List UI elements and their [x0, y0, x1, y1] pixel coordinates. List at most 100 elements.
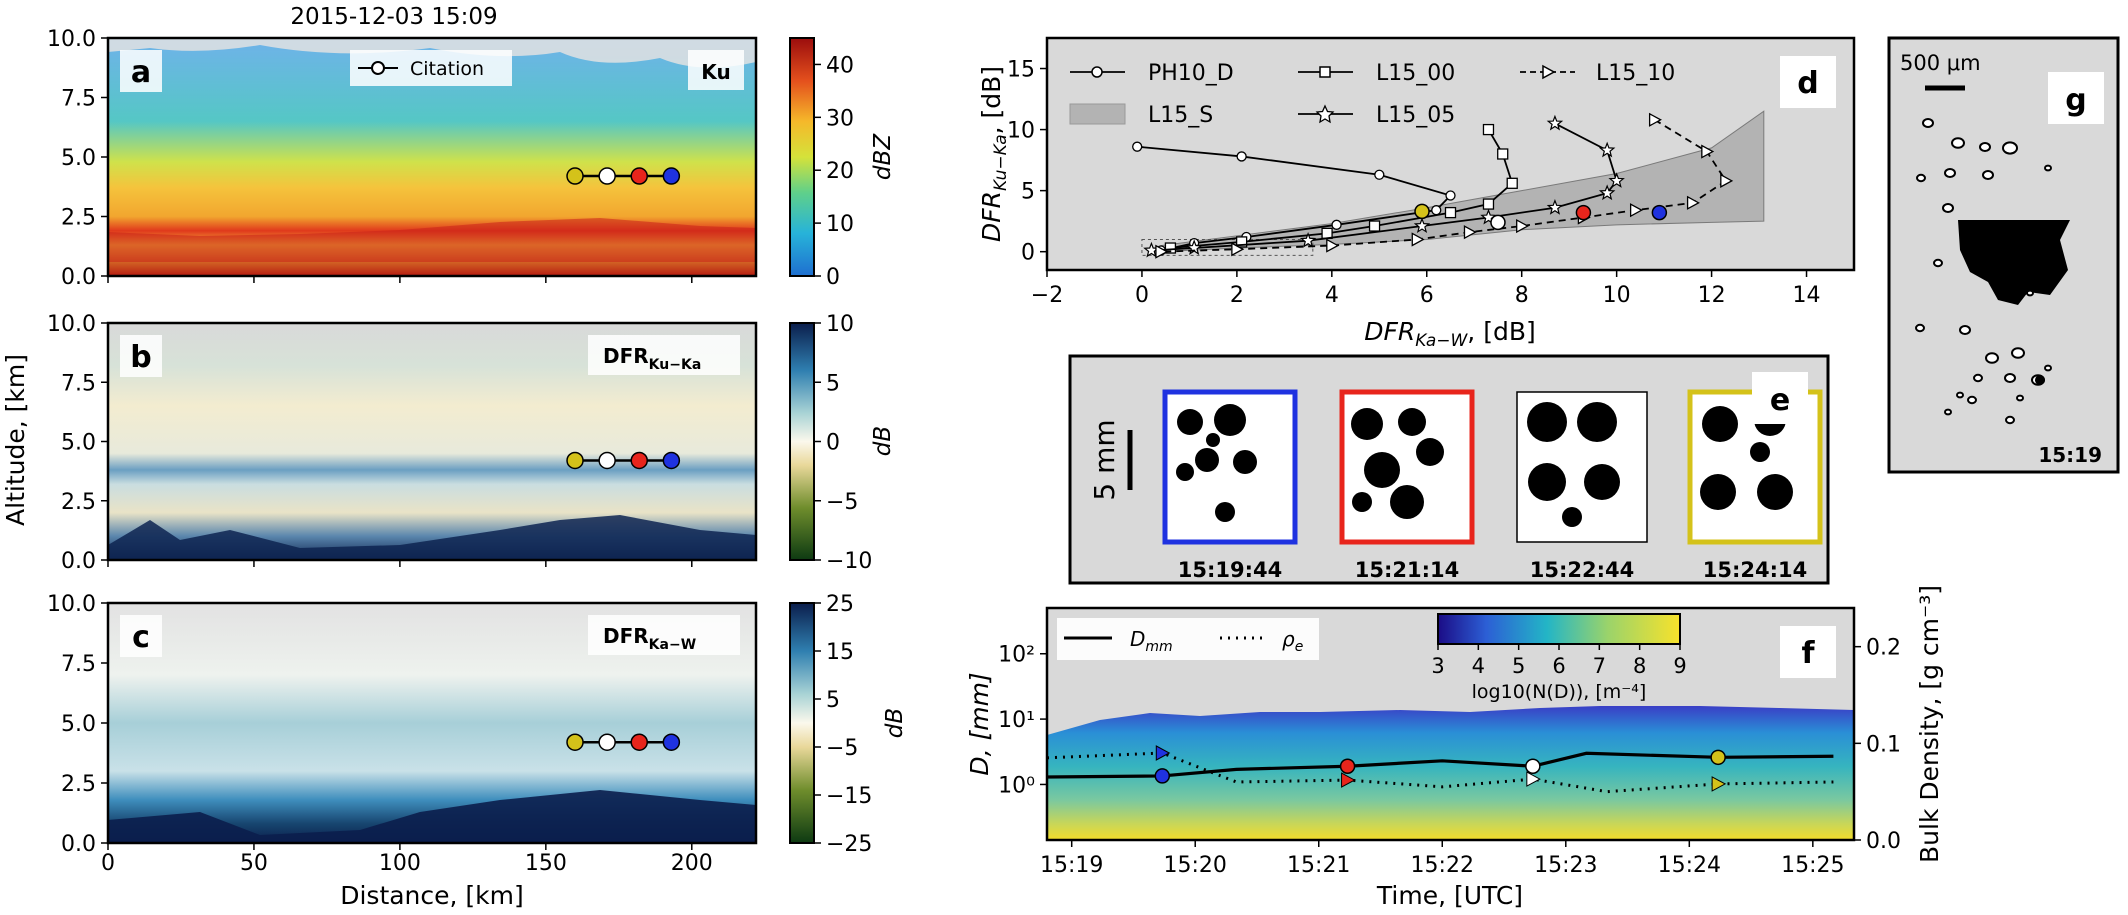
- particle-blob: [1214, 404, 1246, 436]
- xtick-label: −2: [1031, 283, 1063, 308]
- legend-l1500-marker: [1319, 66, 1331, 78]
- small-particle: [1979, 142, 1991, 152]
- small-particle: [1973, 373, 1983, 383]
- ytick-label: 0.0: [61, 549, 96, 574]
- series-point-l15_05: [1413, 217, 1431, 234]
- series-line-dmm: [1046, 751, 1834, 779]
- colorbar-tick-label: 5: [1512, 654, 1525, 678]
- y2tick-label: 0.0: [1866, 829, 1901, 854]
- figure-title: 2015-12-03 15:09: [290, 4, 497, 30]
- panel-a-label: Ku: [701, 60, 730, 84]
- legend-ph10d-marker: [1091, 66, 1103, 78]
- panel-a: a Citation Ku 0.0 2.5 5.0 7.5 10.0 0 10 20 30 40…: [47, 27, 896, 290]
- panel-d-frame: [1045, 36, 1856, 272]
- panel-a-legend-label: Citation: [410, 58, 484, 80]
- particle-image-time: 15:22:44: [1530, 558, 1634, 582]
- panel-b-label: DFRKu−Ka: [603, 344, 701, 373]
- particle-blob: [1176, 463, 1194, 481]
- small-particle: [1933, 258, 1943, 268]
- small-particle: [1959, 325, 1971, 335]
- series-point-ph10_d: [1331, 219, 1342, 230]
- xtick-label: 15:24: [1658, 853, 1721, 878]
- series-point-l15_05: [1299, 232, 1317, 248]
- colorbar-tick-label: 5: [826, 371, 840, 396]
- series-point-l15_10: [1463, 225, 1477, 240]
- colorbar-c-ticks: 25 15 5 −5 −15 −25: [814, 592, 872, 857]
- y2tick-label: 0.2: [1866, 636, 1901, 661]
- series-point-l15_05: [1546, 199, 1564, 215]
- panel-d: −2 0 2 4 6 8 10 12 14 0 5 10 15 PH10_D L15_00 L15_1…: [977, 36, 1856, 351]
- panel-c-label: DFRKa−W: [603, 624, 696, 653]
- panel-d-ylabel: DFRKu−Ka, [dB]: [977, 66, 1011, 242]
- marker-rho-yellow: [1711, 776, 1727, 792]
- series-point-ph10_d: [1374, 169, 1385, 180]
- marker-yellow: [1414, 203, 1430, 220]
- xtick-label: 200: [671, 851, 713, 876]
- colorbar-tick-label: 8: [1633, 654, 1646, 678]
- series-point-l15_10: [1720, 173, 1734, 188]
- colorbar-tick-label: 0: [826, 431, 840, 456]
- particle-blob: [1527, 402, 1567, 442]
- panel-abc-xlabel: Distance, [km]: [340, 881, 524, 910]
- legend-l15s-label: L15_S: [1148, 103, 1213, 128]
- colorbar-tick-label: 20: [826, 159, 854, 184]
- xtick-label: 15:23: [1534, 853, 1597, 878]
- panel-e: 5 mm 15:19:44 15:21:14 15:22:44 15:24:14 e: [1068, 354, 1830, 585]
- xtick-label: 15:22: [1411, 853, 1474, 878]
- series-point-l15_10: [1648, 112, 1662, 127]
- series-point-l15_10: [1701, 144, 1715, 159]
- panel-g: 500 μm g 15:19: [1887, 36, 2120, 474]
- panel-a-label-box: [688, 50, 744, 90]
- panel-c-letter-box: [120, 615, 162, 657]
- ytick-label: 5.0: [61, 431, 96, 456]
- colorbar-tick-label: −5: [826, 490, 858, 515]
- series-point-l15_00: [1444, 206, 1457, 219]
- colorbar-tick-label: 6: [1552, 654, 1565, 678]
- panel-e-images: 15:19:44 15:21:14 15:22:44 15:24:14: [1162, 389, 1823, 582]
- particle-blob: [1577, 402, 1617, 442]
- colorbar-tick-label: 7: [1593, 654, 1606, 678]
- panel-b-label-sub: Ku−Ka: [649, 357, 702, 373]
- shaded-l15s: [1160, 110, 1765, 253]
- citation-marker-red: [630, 167, 648, 185]
- series-point-l15_05: [1598, 141, 1616, 158]
- colorbar-tick-label: 10: [826, 212, 854, 237]
- colorbar-b-ticks: 10 5 0 −5 −10: [814, 312, 872, 574]
- panel-d-ylabel-unit: , [dB]: [977, 66, 1006, 134]
- marker-rho-blue: [1155, 745, 1171, 761]
- marker-rho-red: [1341, 772, 1356, 788]
- panel-f-frame: [1045, 606, 1856, 842]
- marker-dmm-red: [1339, 758, 1356, 774]
- ytick-label: 7.5: [61, 87, 96, 112]
- small-particle: [2016, 394, 2024, 402]
- xtick-label: 12: [1698, 283, 1726, 308]
- panel-f-yticks: 10⁰ 10¹ 10²: [998, 643, 1047, 798]
- legend-l1510-marker: [1542, 64, 1556, 80]
- panel-b-dark-base: [108, 515, 756, 560]
- citation-marker-red: [630, 451, 648, 470]
- citation-marker-red: [630, 733, 648, 751]
- marker-white: [1490, 214, 1506, 231]
- ytick-label: 10²: [998, 643, 1035, 668]
- panel-g-letter-box: [2048, 72, 2104, 124]
- particle-blob: [1352, 492, 1372, 512]
- colorbar-f: [1437, 613, 1681, 645]
- small-particle: [1922, 118, 1934, 128]
- colorbar-b-label: dB: [870, 426, 896, 456]
- ytick-label: 10: [1007, 119, 1035, 144]
- xtick-label: 15:21: [1287, 853, 1350, 878]
- series-point-l15_10: [1326, 238, 1340, 253]
- particle-blob: [1351, 408, 1383, 440]
- citation-marker-white: [598, 733, 616, 751]
- citation-marker-yellow: [566, 451, 584, 470]
- colorbar-c: [789, 602, 815, 844]
- panel-c-label-sub: Ka−W: [649, 637, 696, 653]
- ytick-label: 10.0: [47, 312, 96, 337]
- series-point-ph10_d: [1236, 151, 1247, 162]
- particle-blob: [1206, 433, 1220, 447]
- colorbar-f-label: log10(N(D)), [m⁻⁴]: [1472, 681, 1647, 703]
- legend-l1510-label: L15_10: [1596, 61, 1675, 86]
- colorbar-tick-label: 5: [826, 688, 840, 713]
- ytick-label: 0.0: [61, 265, 96, 290]
- panel-f-ylabel: D, [mm]: [965, 672, 994, 775]
